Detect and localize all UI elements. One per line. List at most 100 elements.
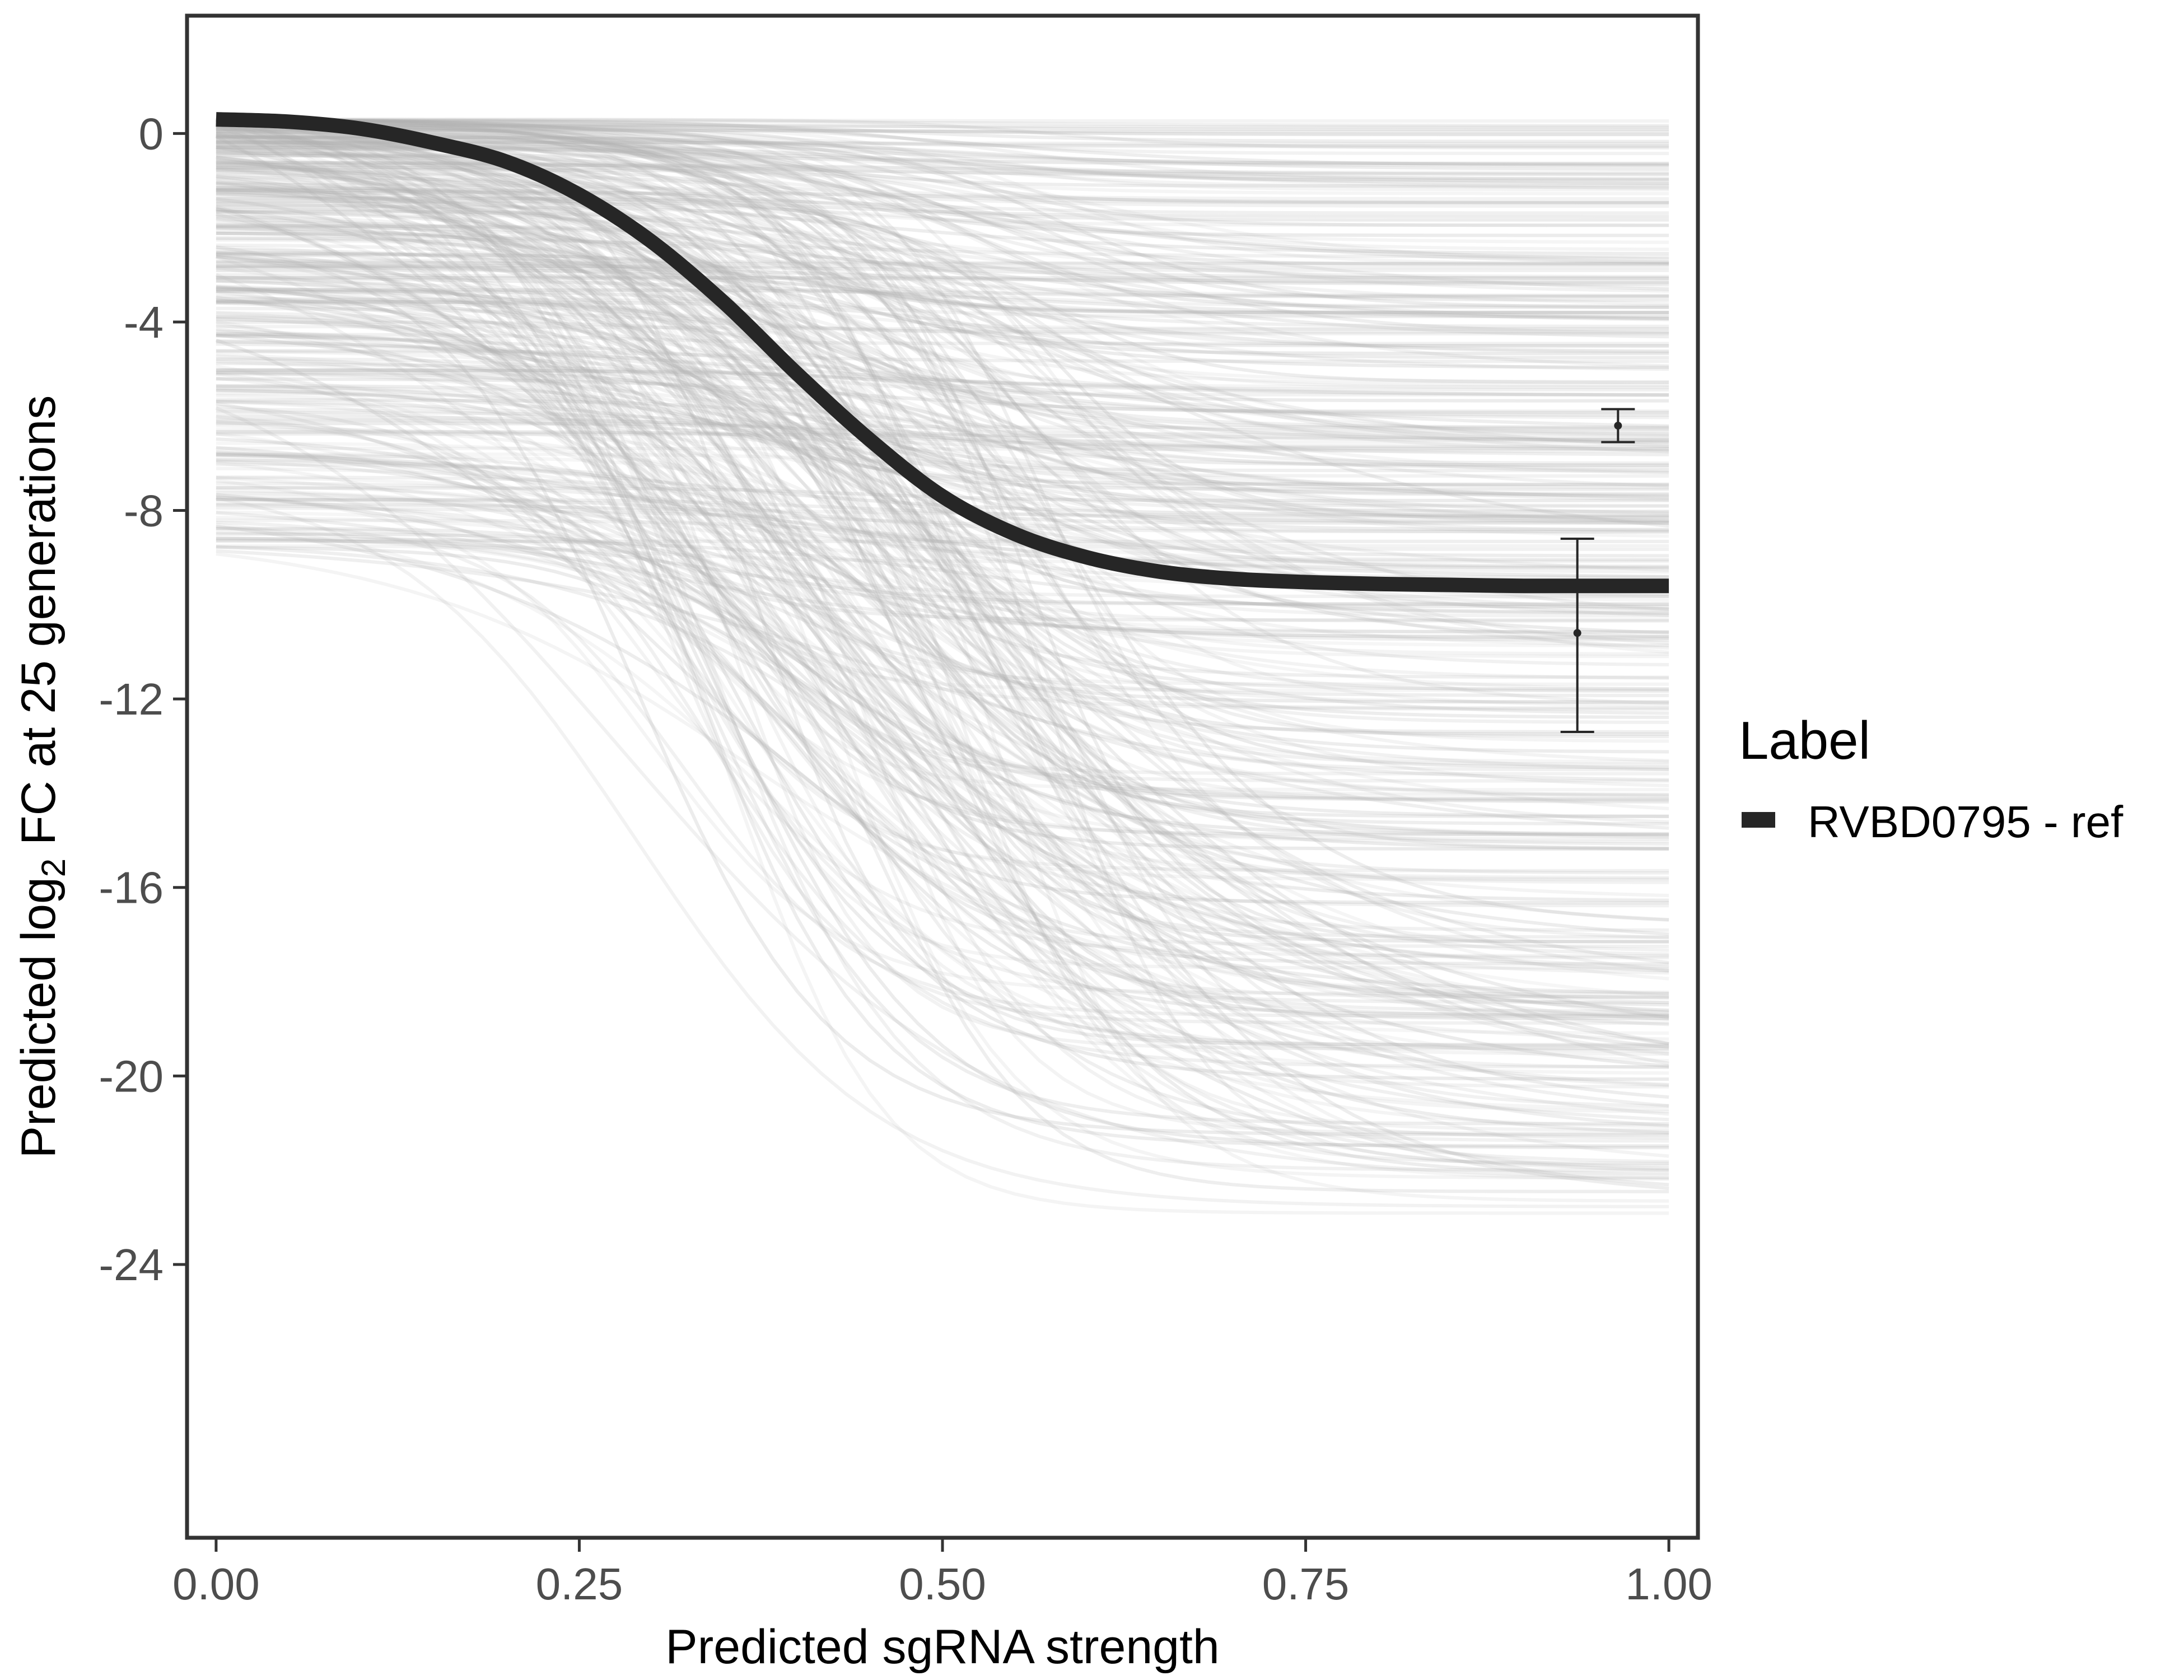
background-line (216, 128, 1669, 137)
background-line (216, 368, 1669, 497)
background-line (216, 130, 1669, 743)
background-line (216, 432, 1669, 440)
background-line (216, 476, 1669, 574)
background-line (216, 545, 1669, 1016)
background-line (216, 276, 1669, 558)
background-line (216, 118, 1669, 128)
background-line (216, 411, 1669, 430)
background-line (216, 205, 1669, 442)
background-line (216, 503, 1669, 948)
background-line (216, 288, 1669, 307)
error-bar-point (1614, 422, 1622, 430)
background-line (216, 428, 1669, 659)
background-line (216, 526, 1669, 1056)
background-line (216, 288, 1669, 298)
background-line (216, 368, 1669, 396)
y-tick-label: 0 (139, 109, 164, 158)
background-line (216, 262, 1669, 265)
background-line (216, 286, 1669, 783)
background-line (216, 118, 1669, 638)
background-line (216, 482, 1669, 534)
background-line (216, 119, 1669, 155)
background-line (216, 388, 1669, 851)
background-line (216, 502, 1669, 570)
background-line (216, 252, 1669, 348)
y-tick-label: -20 (99, 1051, 164, 1101)
background-line (216, 203, 1669, 836)
background-line (216, 160, 1669, 181)
background-line (216, 118, 1669, 1148)
background-line (216, 118, 1669, 189)
background-line (216, 118, 1669, 1203)
background-line (216, 201, 1669, 289)
background-line (216, 125, 1669, 798)
background-line (216, 314, 1669, 473)
background-line (216, 197, 1669, 215)
background-line (216, 123, 1669, 265)
background-line (216, 408, 1669, 1089)
background-line (216, 317, 1669, 846)
background-line (216, 129, 1669, 293)
background-line (216, 538, 1669, 606)
background-line (216, 129, 1669, 335)
background-line (216, 279, 1669, 475)
background-line (216, 333, 1669, 1013)
background-line (215, 255, 1669, 1018)
background-line (216, 223, 1669, 826)
background-series-lines (215, 118, 1669, 1215)
background-line (216, 253, 1669, 315)
background-line (216, 549, 1669, 830)
background-line (215, 134, 1669, 973)
background-line (216, 299, 1669, 334)
background-line (216, 119, 1669, 533)
error-bar-1 (1601, 408, 1635, 444)
background-line (216, 119, 1669, 167)
background-line (216, 349, 1669, 389)
background-line (216, 339, 1669, 615)
background-line (216, 118, 1669, 922)
background-line (216, 192, 1669, 330)
x-tick-label: 0.50 (899, 1559, 986, 1609)
background-line (216, 475, 1669, 1053)
background-line (216, 532, 1669, 1021)
background-line (216, 329, 1669, 522)
background-line (216, 183, 1669, 208)
background-line (216, 136, 1669, 237)
background-line (216, 511, 1669, 640)
background-line (216, 264, 1669, 269)
background-line (216, 415, 1669, 711)
background-line (216, 144, 1669, 654)
background-line (216, 163, 1669, 174)
background-line (216, 124, 1669, 850)
background-line (216, 156, 1669, 314)
background-line (216, 118, 1669, 181)
background-line (216, 210, 1669, 431)
x-tick-label: 1.00 (1625, 1559, 1712, 1609)
background-line (216, 266, 1669, 489)
background-line (216, 121, 1669, 452)
background-line (216, 132, 1669, 715)
background-line (216, 191, 1669, 204)
background-line (216, 155, 1669, 617)
background-line (216, 522, 1669, 1111)
background-line (216, 150, 1669, 227)
legend-title: Label (1739, 711, 1870, 771)
background-line (216, 446, 1669, 578)
background-line (216, 168, 1669, 302)
background-line (216, 209, 1669, 284)
background-line (216, 418, 1669, 612)
background-line (216, 450, 1669, 851)
y-tick-label: -16 (99, 863, 164, 913)
background-line (216, 188, 1669, 1021)
background-line (216, 163, 1669, 693)
background-line (216, 510, 1669, 648)
background-line (216, 516, 1669, 1181)
background-line (216, 479, 1669, 1015)
background-line (216, 268, 1669, 318)
background-line (216, 476, 1669, 843)
background-line (216, 192, 1669, 339)
background-line (216, 394, 1669, 1215)
background-line (216, 217, 1669, 898)
background-line (216, 361, 1669, 397)
background-line (216, 544, 1669, 563)
